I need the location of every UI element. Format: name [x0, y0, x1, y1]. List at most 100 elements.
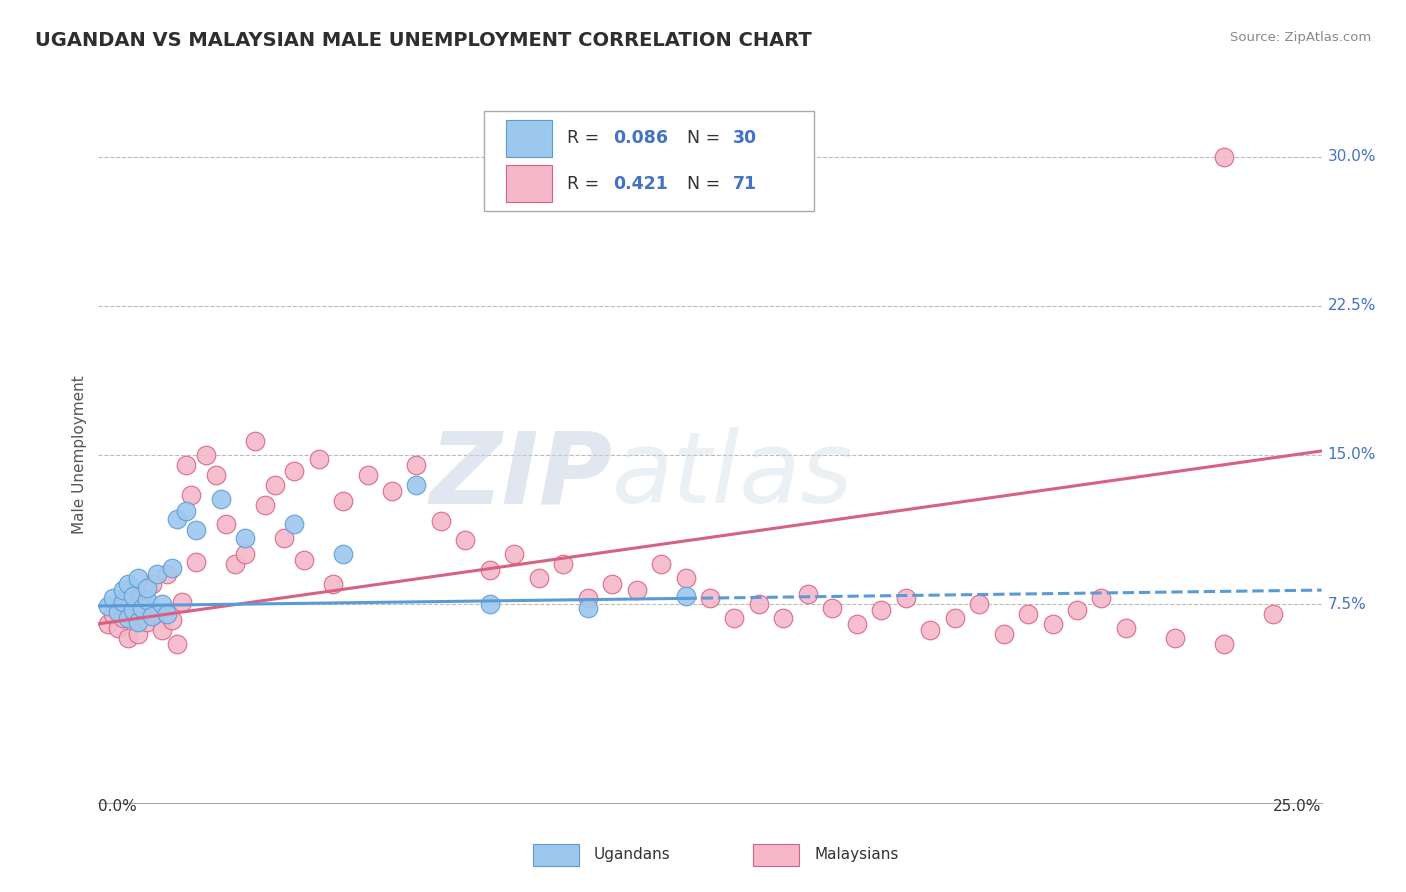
Point	[136, 593, 159, 607]
Point	[121, 587, 143, 601]
Point	[332, 493, 354, 508]
Point	[195, 448, 218, 462]
Point	[146, 567, 169, 582]
Point	[141, 609, 163, 624]
Point	[894, 591, 917, 605]
Point	[381, 483, 404, 498]
Point	[121, 603, 143, 617]
Point	[430, 514, 453, 528]
FancyBboxPatch shape	[484, 111, 814, 211]
Point	[253, 498, 276, 512]
Bar	[506, 165, 553, 202]
Text: 0.0%: 0.0%	[98, 799, 138, 814]
Point	[1212, 637, 1234, 651]
Text: 22.5%: 22.5%	[1327, 298, 1376, 313]
Point	[405, 477, 427, 491]
Point	[273, 532, 295, 546]
Point	[263, 477, 285, 491]
Text: Source: ZipAtlas.com: Source: ZipAtlas.com	[1230, 31, 1371, 45]
Point	[107, 621, 129, 635]
Point	[156, 567, 179, 582]
Point	[224, 558, 246, 572]
Point	[797, 587, 820, 601]
Point	[967, 597, 990, 611]
Point	[121, 589, 143, 603]
Point	[845, 616, 868, 631]
Point	[322, 577, 344, 591]
Point	[772, 611, 794, 625]
Point	[283, 464, 305, 478]
Point	[214, 517, 236, 532]
Point	[150, 623, 173, 637]
Text: 0.421: 0.421	[613, 175, 668, 193]
Point	[821, 601, 844, 615]
Bar	[752, 844, 800, 866]
Point	[308, 451, 330, 466]
Point	[503, 547, 526, 561]
Point	[920, 623, 942, 637]
Point	[111, 611, 134, 625]
Text: 71: 71	[734, 175, 758, 193]
Point	[176, 503, 198, 517]
Text: 7.5%: 7.5%	[1327, 597, 1367, 612]
Point	[117, 631, 139, 645]
Point	[1090, 591, 1112, 605]
Point	[675, 571, 697, 585]
Text: 30.0%: 30.0%	[1327, 149, 1376, 164]
Point	[101, 607, 124, 621]
Point	[332, 547, 354, 561]
Point	[209, 491, 232, 506]
Point	[600, 577, 623, 591]
Point	[723, 611, 745, 625]
Point	[176, 458, 198, 472]
Point	[127, 615, 149, 629]
Text: 15.0%: 15.0%	[1327, 448, 1376, 462]
Text: Ugandans: Ugandans	[593, 847, 671, 863]
Bar	[533, 844, 579, 866]
Point	[993, 627, 1015, 641]
Point	[141, 577, 163, 591]
Point	[117, 599, 139, 613]
Point	[166, 511, 188, 525]
Point	[205, 467, 228, 482]
Point	[283, 517, 305, 532]
Point	[156, 607, 179, 621]
Point	[233, 532, 256, 546]
Point	[405, 458, 427, 472]
Text: N =: N =	[686, 175, 725, 193]
Text: 0.086: 0.086	[613, 129, 668, 147]
Bar	[506, 120, 553, 156]
Text: UGANDAN VS MALAYSIAN MALE UNEMPLOYMENT CORRELATION CHART: UGANDAN VS MALAYSIAN MALE UNEMPLOYMENT C…	[35, 31, 811, 50]
Point	[107, 605, 129, 619]
Point	[160, 561, 183, 575]
Point	[117, 611, 139, 625]
Point	[576, 591, 599, 605]
Point	[478, 563, 501, 577]
Text: N =: N =	[686, 129, 725, 147]
Point	[650, 558, 672, 572]
Point	[127, 603, 149, 617]
Text: R =: R =	[567, 175, 610, 193]
Point	[527, 571, 550, 585]
Text: Malaysians: Malaysians	[814, 847, 898, 863]
Point	[292, 553, 315, 567]
Point	[626, 583, 648, 598]
Point	[131, 601, 153, 615]
Point	[146, 607, 169, 621]
Point	[748, 597, 770, 611]
Point	[1261, 607, 1284, 621]
Point	[576, 601, 599, 615]
Point	[150, 597, 173, 611]
Text: atlas: atlas	[612, 427, 853, 524]
Point	[186, 555, 208, 569]
Point	[1212, 150, 1234, 164]
Point	[97, 616, 120, 631]
Point	[127, 571, 149, 585]
Y-axis label: Male Unemployment: Male Unemployment	[72, 376, 87, 534]
Point	[131, 591, 153, 605]
Text: R =: R =	[567, 129, 605, 147]
Text: 25.0%: 25.0%	[1274, 799, 1322, 814]
Point	[1042, 616, 1064, 631]
Point	[97, 599, 120, 613]
Point	[478, 597, 501, 611]
